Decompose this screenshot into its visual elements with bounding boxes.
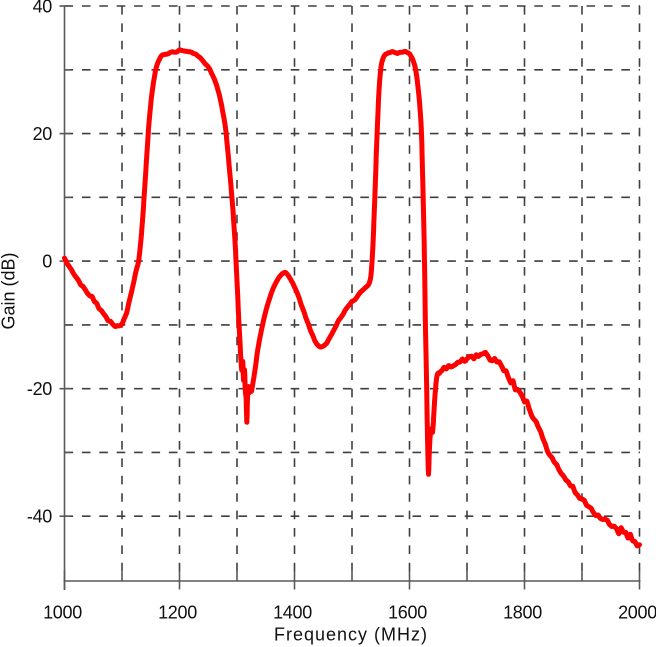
svg-text:1800: 1800 — [503, 603, 542, 623]
svg-text:1400: 1400 — [273, 603, 312, 623]
svg-text:20: 20 — [33, 124, 53, 144]
svg-text:-20: -20 — [27, 379, 52, 399]
svg-text:Frequency (MHz): Frequency (MHz) — [274, 625, 428, 645]
svg-text:40: 40 — [33, 0, 53, 17]
svg-text:2000: 2000 — [618, 603, 656, 623]
svg-text:1600: 1600 — [388, 603, 427, 623]
svg-text:1200: 1200 — [158, 603, 197, 623]
svg-text:Gain (dB): Gain (dB) — [0, 252, 19, 329]
svg-text:1000: 1000 — [43, 603, 82, 623]
svg-text:0: 0 — [42, 252, 52, 272]
svg-text:-40: -40 — [27, 507, 52, 527]
